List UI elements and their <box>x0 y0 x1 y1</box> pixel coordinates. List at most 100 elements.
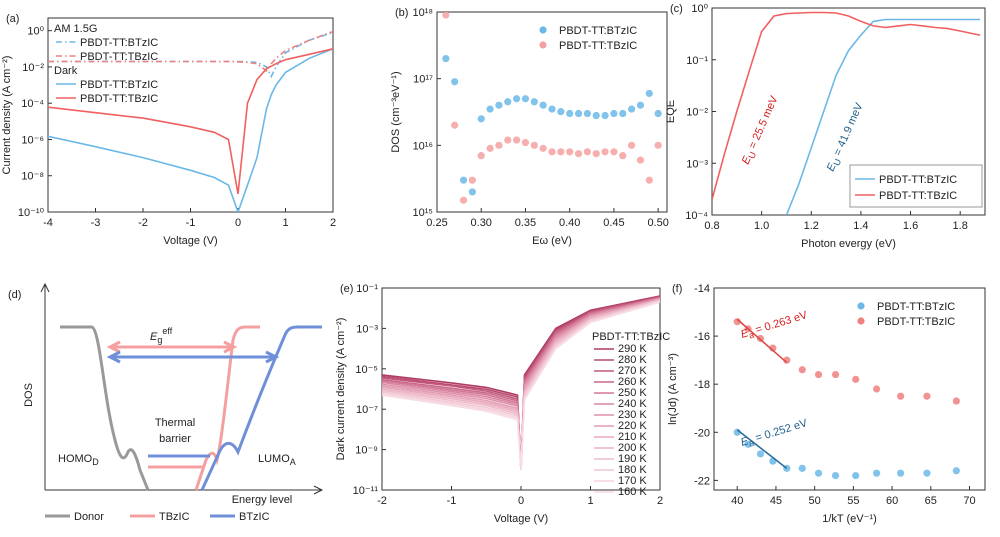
series-group <box>712 11 981 215</box>
point <box>619 152 627 160</box>
legend-marker <box>857 317 865 325</box>
series-line <box>382 301 660 470</box>
legend-label: 230 K <box>618 409 647 421</box>
point <box>814 469 823 477</box>
panel-label: (c) <box>670 3 683 15</box>
x-axis-title: Eω (eV) <box>532 235 572 247</box>
subscript: D <box>92 457 99 467</box>
x-tick-label: 50 <box>809 495 821 507</box>
panel-label: (a) <box>6 13 19 25</box>
legend-label: 210 K <box>618 431 647 443</box>
barrier-label: barrier <box>159 433 191 445</box>
y-tick-label: 10⁻¹ <box>686 55 708 67</box>
subscript: a <box>748 330 756 341</box>
x-tick-label: -1 <box>186 217 196 229</box>
point <box>852 471 860 480</box>
plot-area <box>712 11 981 215</box>
point <box>521 138 530 147</box>
y-tick-label: 10⁰ <box>27 26 44 38</box>
subscript: A <box>290 457 296 467</box>
gap-label: Egeff <box>150 326 173 345</box>
x-tick-label: 0.45 <box>603 217 624 229</box>
y-tick-label: 10⁻¹⁰ <box>18 207 45 219</box>
series-group <box>733 318 960 480</box>
x-tick-label: 0 <box>518 495 524 507</box>
point <box>566 148 574 156</box>
legend-label: 160 K <box>618 486 647 498</box>
legend-label: 280 K <box>618 354 647 366</box>
point <box>619 109 627 118</box>
point <box>513 95 521 103</box>
plot-area <box>382 295 660 470</box>
x-tick-label: 2 <box>657 495 663 507</box>
plot-frame <box>436 11 668 213</box>
point <box>654 141 662 149</box>
point <box>477 152 485 160</box>
x-tick-label: 1.0 <box>754 220 769 232</box>
x-tick-label: -1 <box>447 495 457 507</box>
symbol: E <box>150 331 158 343</box>
point <box>628 105 636 113</box>
subscript: U <box>746 150 758 160</box>
y-tick-label: -14 <box>694 283 710 295</box>
y-axis-title: EQE <box>665 100 677 123</box>
x-axis-title: Voltage (V) <box>494 513 548 525</box>
point <box>756 450 765 458</box>
legend-group-title: AM 1.5G <box>54 23 97 35</box>
point <box>873 385 881 393</box>
point <box>645 89 653 98</box>
y-tick-label: -20 <box>694 427 710 439</box>
arrow-head <box>313 485 324 495</box>
point <box>574 150 583 158</box>
x-tick-label: 1.2 <box>804 220 819 232</box>
x-tick-label: -4 <box>43 217 53 229</box>
plot-frame <box>713 287 986 491</box>
x-tick-label: 40 <box>731 495 743 507</box>
point <box>574 109 583 118</box>
plot-area <box>733 318 960 480</box>
x-tick-label: -2 <box>377 495 387 507</box>
axis-title: Energy level <box>232 494 293 506</box>
point <box>486 144 494 152</box>
y-axis-title: Dark current density (A cm⁻²) <box>335 318 347 461</box>
point <box>548 105 556 113</box>
x-tick-label: 0.35 <box>515 217 536 229</box>
legend-label: PBDT-TT:BTzIC <box>80 79 158 91</box>
y-tick-label: 10⁻⁸ <box>21 171 44 183</box>
y-tick-label: 10⁻⁷ <box>356 404 378 416</box>
legend-label: PBDT-TT:TBzIC <box>879 190 957 202</box>
x-tick-label: -3 <box>91 217 101 229</box>
subscript: a <box>748 438 756 449</box>
plot-area <box>48 30 333 212</box>
point <box>495 101 503 109</box>
y-tick-label: 10⁻² <box>22 62 44 74</box>
point <box>557 108 565 116</box>
legend-box <box>849 164 983 208</box>
y-tick-label: 10¹⁵ <box>413 207 433 219</box>
series-line <box>712 11 981 200</box>
y-tick-label: 10⁻⁶ <box>21 134 44 146</box>
legend-label: 190 K <box>618 453 647 465</box>
y-tick-label: 10¹⁶ <box>413 140 433 152</box>
x-tick-label: 65 <box>925 495 937 507</box>
y-tick-label: 10⁻³ <box>686 158 708 170</box>
y-axis-title: DOS (cm⁻³eV⁻¹) <box>390 71 402 152</box>
x-axis-title: Voltage (V) <box>163 235 217 247</box>
point <box>769 344 777 352</box>
point <box>468 176 476 184</box>
legend-label: TBzIC <box>159 511 190 523</box>
arrow-head <box>106 350 280 364</box>
y-tick-label: 10⁻⁴ <box>685 210 708 222</box>
legend-marker <box>539 26 547 34</box>
annotation-text: = 0.263 eV <box>751 309 809 337</box>
point <box>504 98 512 106</box>
series-group <box>48 30 333 212</box>
symbol: LUMO <box>258 453 290 465</box>
point <box>477 115 485 123</box>
subscript: g <box>157 335 162 345</box>
x-tick-label: 0.25 <box>426 217 447 229</box>
point <box>610 109 618 118</box>
x-tick-label: 0.50 <box>647 217 668 229</box>
legend-label: PBDT-TT:BTzIC <box>877 301 955 313</box>
series-group <box>382 295 660 470</box>
